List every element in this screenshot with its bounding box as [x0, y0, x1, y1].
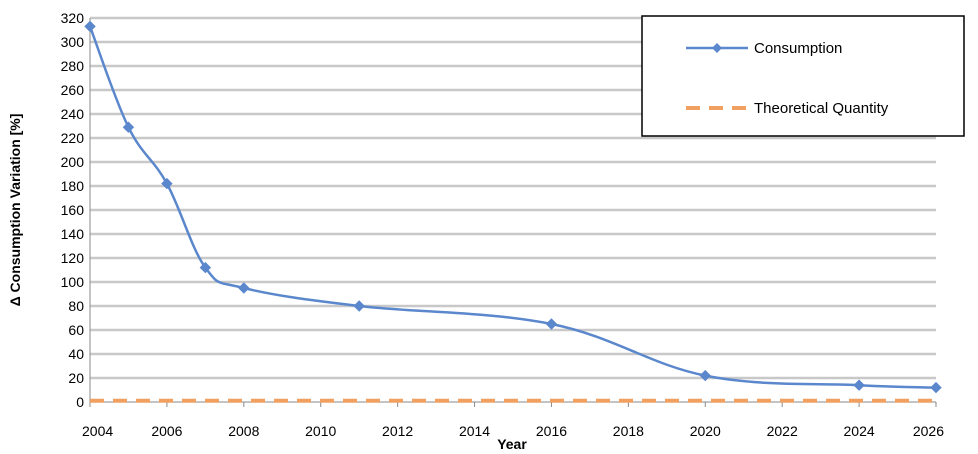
x-tick-label: 2022	[767, 423, 798, 439]
y-tick-label: 140	[61, 226, 85, 242]
y-tick-label: 0	[76, 394, 84, 410]
data-point-consumption-2016	[545, 318, 558, 330]
y-tick-label: 300	[61, 34, 85, 50]
legend-marker-consumption	[712, 43, 722, 53]
data-point-consumption-2024	[853, 379, 865, 391]
series-layer	[84, 20, 942, 403]
data-point-consumption-2008	[238, 282, 250, 294]
x-tick-label: 2010	[305, 423, 336, 439]
y-tick-label: 280	[61, 58, 85, 74]
y-tick-label: 180	[61, 178, 85, 194]
x-tick-label: 2008	[228, 423, 259, 439]
legend-label-consumption: Consumption	[754, 40, 842, 57]
y-tick-label: 240	[61, 106, 85, 122]
legend-label-theoretical-quantity: Theoretical Quantity	[754, 100, 889, 117]
y-tick-labels: 0 20 40 60 80 100 120 140 160 180 200 220 240 260 280 3…	[61, 10, 85, 410]
x-tick-label: 2018	[613, 423, 644, 439]
y-tick-label: 100	[61, 274, 85, 290]
x-tick-label: 2024	[844, 423, 875, 439]
y-tick-label: 320	[61, 10, 85, 26]
y-tick-label: 160	[61, 202, 85, 218]
data-point-consumption-2020	[699, 369, 711, 382]
y-tick-label: 220	[61, 130, 85, 146]
x-tick-label: 2026	[913, 423, 944, 439]
x-tick-label: 2020	[690, 423, 721, 439]
y-tick-label: 120	[61, 250, 85, 266]
data-point-consumption-2005	[122, 121, 135, 133]
x-tick-label: 2016	[536, 423, 567, 439]
x-tick-label: 2014	[459, 423, 490, 439]
y-tick-label: 200	[61, 154, 85, 170]
legend-box	[641, 15, 965, 137]
data-point-consumption-2011	[353, 300, 365, 312]
data-point-consumption-2004	[84, 20, 96, 33]
x-axis-title: Year	[497, 436, 527, 452]
x-tick-labels: 2004 2006 2008 2010 2012 2014 2016 2018 2020 2022…	[82, 423, 944, 439]
y-axis-title: Δ Consumption Variation [%]	[7, 114, 23, 307]
y-tick-label: 60	[68, 322, 84, 338]
legend: Consumption Theoretical Quantity	[641, 15, 965, 137]
y-tick-label: 40	[68, 346, 84, 362]
y-tick-label: 20	[68, 370, 84, 386]
y-tick-label: 80	[68, 298, 84, 314]
data-point-consumption-2007	[199, 261, 212, 274]
x-tick-label: 2004	[82, 423, 113, 439]
y-tick-label: 260	[61, 82, 85, 98]
x-tick-label: 2012	[382, 423, 413, 439]
x-tick-label: 2006	[151, 423, 182, 439]
data-point-consumption-2006	[161, 177, 173, 190]
data-point-consumption-2026	[930, 381, 942, 394]
